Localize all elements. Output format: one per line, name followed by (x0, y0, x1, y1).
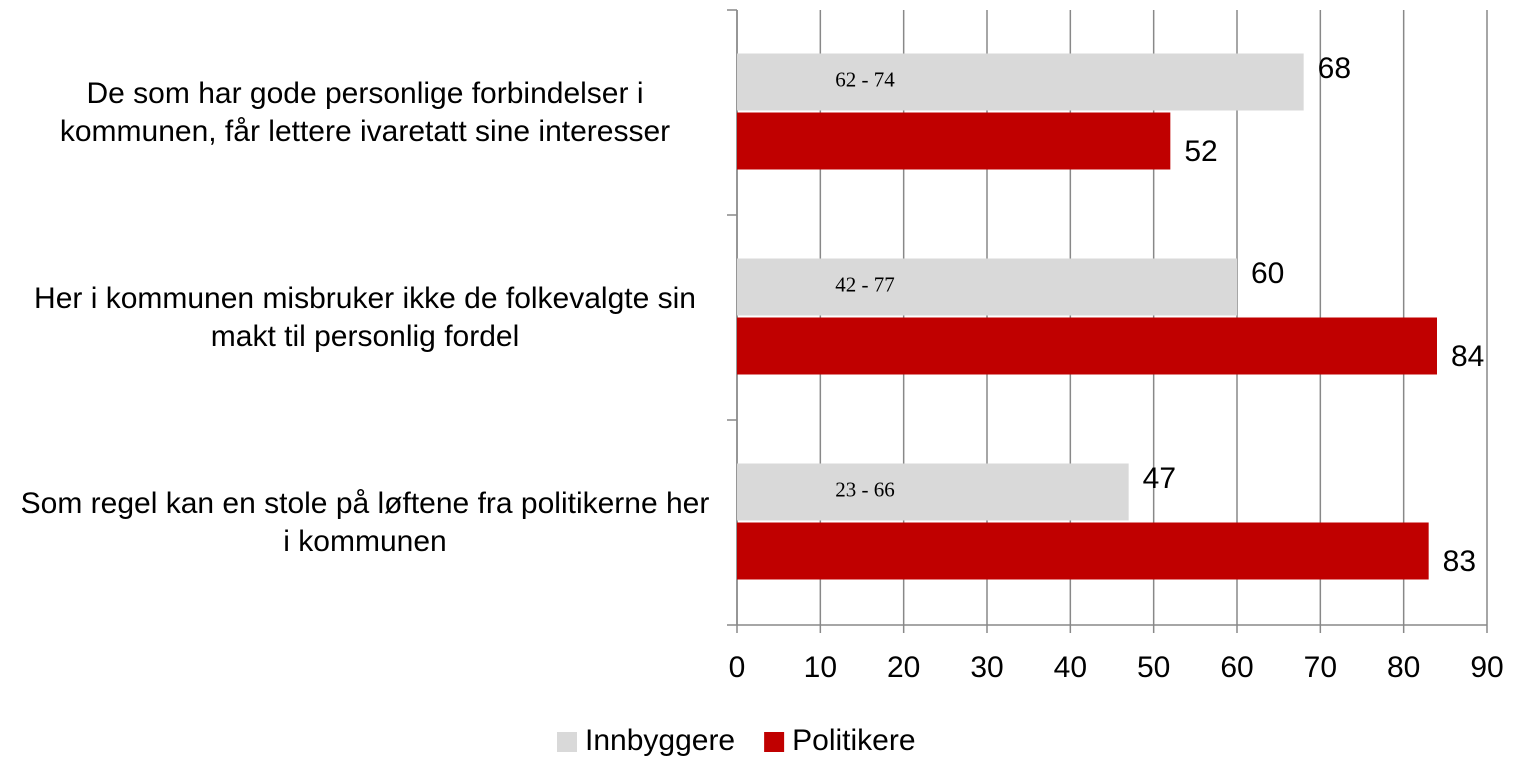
value-label: 60 (1251, 257, 1284, 290)
legend-swatch (764, 732, 785, 752)
bar (737, 522, 1429, 580)
category-label: Som regel kan en stole på løftene fra po… (20, 486, 710, 558)
value-label: 52 (1184, 135, 1217, 168)
x-tick-label: 60 (1220, 651, 1253, 684)
x-tick-label: 90 (1470, 651, 1503, 684)
range-label: 42 - 77 (835, 272, 895, 296)
category-label: De som har gode personlige forbindelser … (59, 76, 671, 148)
x-tick-label: 10 (804, 651, 837, 684)
bar (737, 463, 1129, 521)
x-tick-label: 30 (970, 651, 1003, 684)
bar (737, 112, 1171, 170)
x-tick-label: 20 (887, 651, 920, 684)
legend-label: Politikere (792, 724, 915, 757)
range-label: 62 - 74 (835, 67, 895, 91)
x-tick-label: 80 (1387, 651, 1420, 684)
legend-swatch (557, 732, 577, 752)
value-label: 84 (1451, 340, 1484, 373)
bar (737, 258, 1237, 316)
category-label: Her i kommunen misbruker ikke de folkeva… (34, 281, 696, 353)
value-label: 47 (1143, 462, 1176, 495)
x-tick-label: 40 (1054, 651, 1087, 684)
range-label: 23 - 66 (835, 477, 895, 501)
bar (737, 317, 1437, 375)
x-tick-label: 70 (1304, 651, 1337, 684)
value-label: 83 (1443, 545, 1476, 578)
legend-label: Innbyggere (585, 724, 735, 757)
value-label: 68 (1318, 52, 1351, 85)
x-tick-label: 0 (729, 651, 746, 684)
x-tick-label: 50 (1137, 651, 1170, 684)
bar (737, 53, 1304, 111)
